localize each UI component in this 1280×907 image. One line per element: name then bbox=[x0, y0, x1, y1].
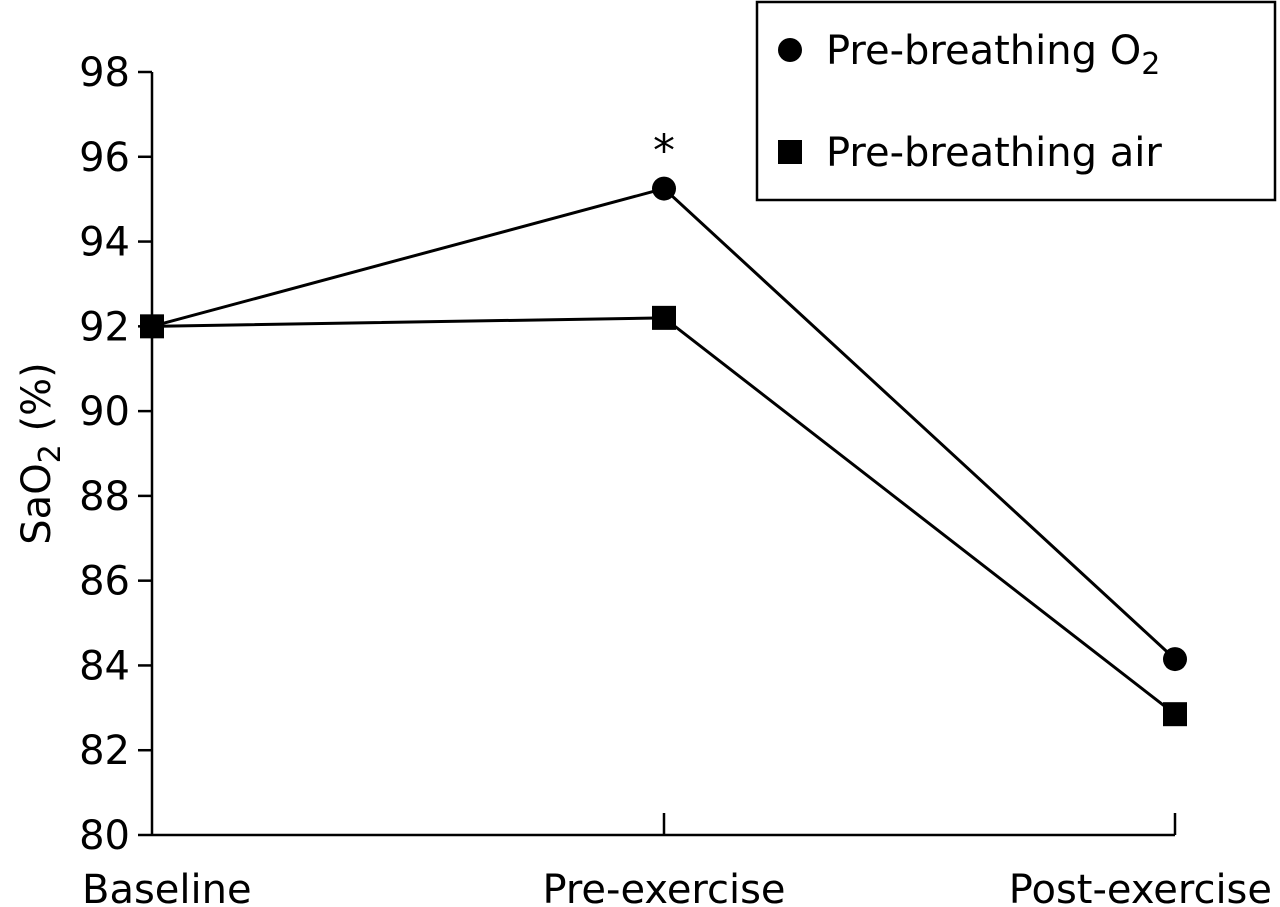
x-category-label: Post-exercise bbox=[1009, 867, 1272, 907]
data-point-circle bbox=[652, 176, 676, 201]
y-tick-label: 88 bbox=[79, 474, 130, 520]
data-point-square bbox=[1163, 702, 1187, 727]
y-ticks: 80 82 84 86 88 90 92 94 96 98 bbox=[79, 50, 152, 859]
y-tick-label: 92 bbox=[79, 304, 130, 350]
y-axis-label: SaO2 (%) bbox=[14, 362, 68, 544]
legend-label: Pre-breathing air bbox=[826, 130, 1162, 176]
y-tick-label: 98 bbox=[79, 50, 130, 96]
x-category-label: Pre-exercise bbox=[542, 867, 785, 907]
annotation-layer: * bbox=[653, 126, 675, 177]
series-line bbox=[151, 186, 1177, 661]
legend: Pre-breathing O2 Pre-breathing air bbox=[755, 0, 1277, 202]
series-1 bbox=[140, 176, 1187, 672]
legend-marker-square bbox=[778, 140, 802, 164]
legend-box bbox=[755, 0, 1277, 202]
y-axis-label-subscript: 2 bbox=[33, 444, 68, 463]
x-ticks: Baseline Pre-exercise Post-exercise bbox=[82, 813, 1272, 907]
data-point-square bbox=[140, 314, 164, 339]
series-layer bbox=[140, 176, 1187, 727]
y-tick-label: 84 bbox=[79, 643, 130, 689]
significance-asterisk: * bbox=[653, 126, 675, 177]
y-tick-label: 94 bbox=[79, 220, 130, 266]
legend-label: Pre-breathing O2 bbox=[826, 28, 1160, 82]
y-axis-label-unit: (%) bbox=[14, 362, 60, 444]
data-point-square bbox=[652, 305, 676, 330]
y-tick-label: 86 bbox=[79, 559, 130, 605]
data-point-circle bbox=[1163, 647, 1187, 672]
x-category-label: Baseline bbox=[82, 867, 252, 907]
y-tick-label: 82 bbox=[79, 728, 130, 774]
series-2 bbox=[140, 305, 1187, 727]
legend-marker-circle bbox=[778, 38, 802, 62]
y-tick-label: 96 bbox=[79, 135, 130, 181]
y-tick-label: 90 bbox=[79, 389, 130, 435]
y-tick-label: 80 bbox=[79, 813, 130, 859]
